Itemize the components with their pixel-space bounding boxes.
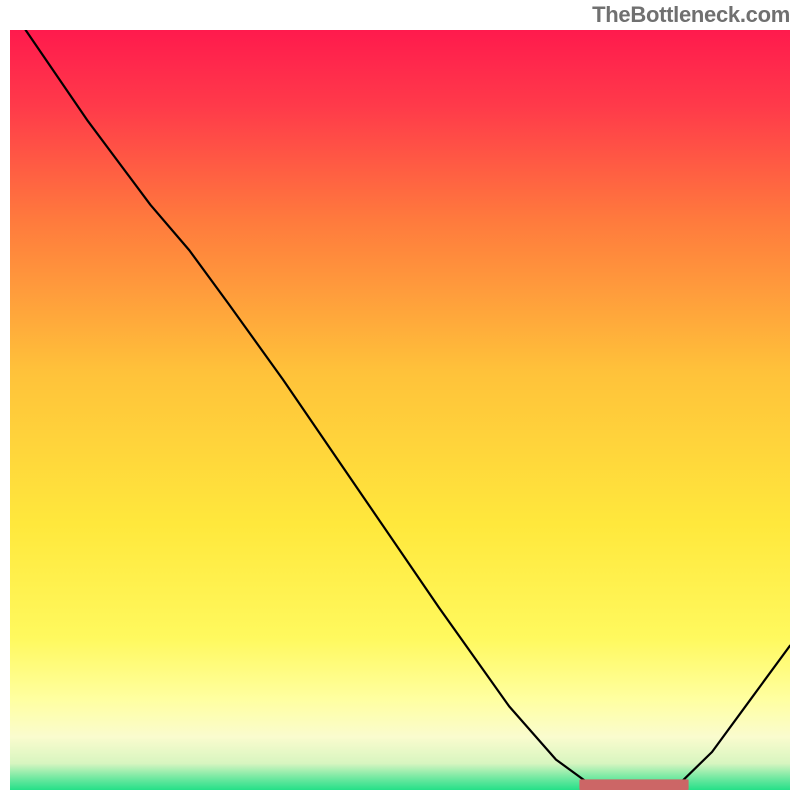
plot-area bbox=[10, 30, 790, 790]
chart-container: TheBottleneck.com bbox=[0, 0, 800, 800]
chart-svg bbox=[10, 30, 790, 790]
gradient-background bbox=[10, 30, 790, 790]
optimal-range-marker bbox=[579, 779, 688, 790]
watermark-text: TheBottleneck.com bbox=[592, 2, 790, 28]
